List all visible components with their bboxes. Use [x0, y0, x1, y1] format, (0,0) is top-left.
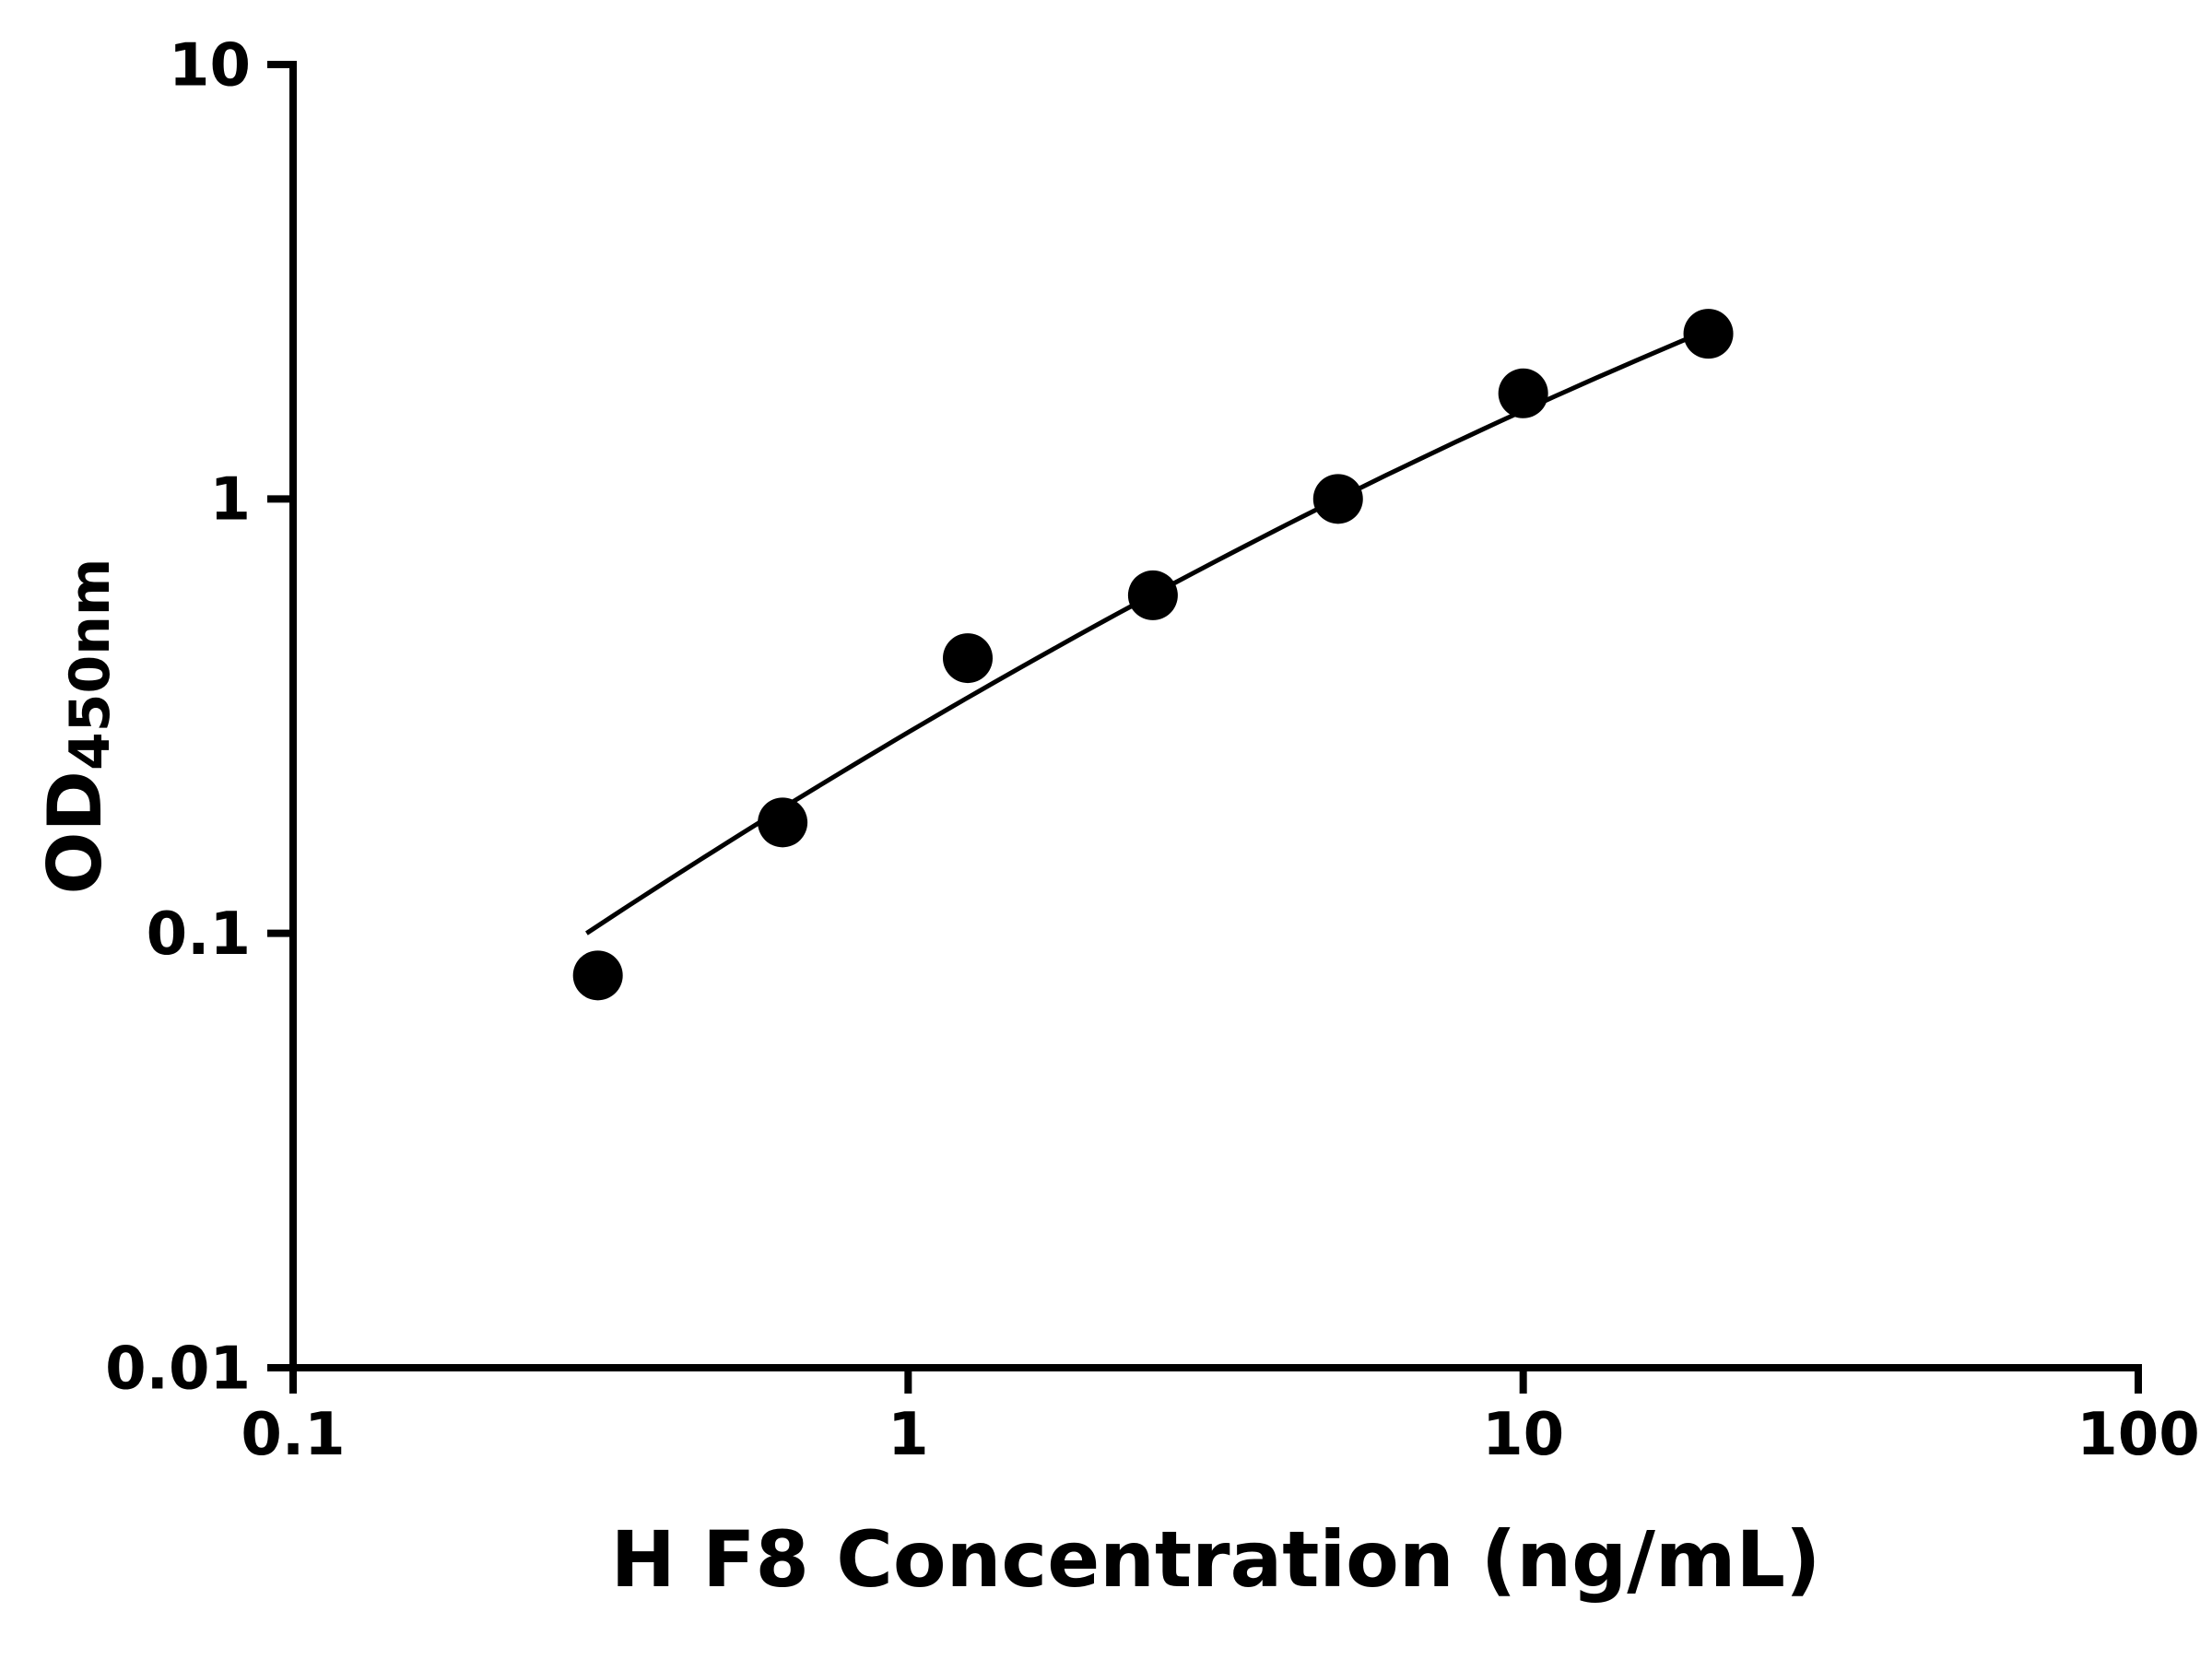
- x-tick-label: 10: [1482, 1401, 1564, 1469]
- data-point-marker: [572, 950, 623, 1001]
- data-point-marker: [1127, 570, 1178, 620]
- x-tick-label: 0.1: [241, 1401, 345, 1469]
- x-tick-label: 1: [888, 1401, 929, 1469]
- data-point-marker: [1312, 474, 1363, 524]
- x-axis-title: H F8 Concentration (ng/mL): [610, 1514, 1821, 1605]
- axis-lines: [289, 61, 2142, 1371]
- y-axis-title: OD450nm: [32, 559, 123, 895]
- data-point-marker: [758, 797, 808, 848]
- x-tick-label: 100: [2077, 1401, 2200, 1469]
- y-tick-label: 0.1: [147, 900, 251, 969]
- data-point-marker: [943, 633, 994, 684]
- data-point-marker: [1498, 368, 1548, 418]
- y-tick-label: 1: [209, 466, 251, 535]
- y-axis-title-main: OD: [32, 771, 118, 895]
- fit-curve-line: [585, 327, 1710, 935]
- data-point-marker: [1683, 309, 1734, 359]
- y-tick-label: 10: [169, 31, 251, 100]
- y-axis-title-sub: 450nm: [58, 558, 123, 771]
- y-tick-label: 0.01: [105, 1335, 251, 1403]
